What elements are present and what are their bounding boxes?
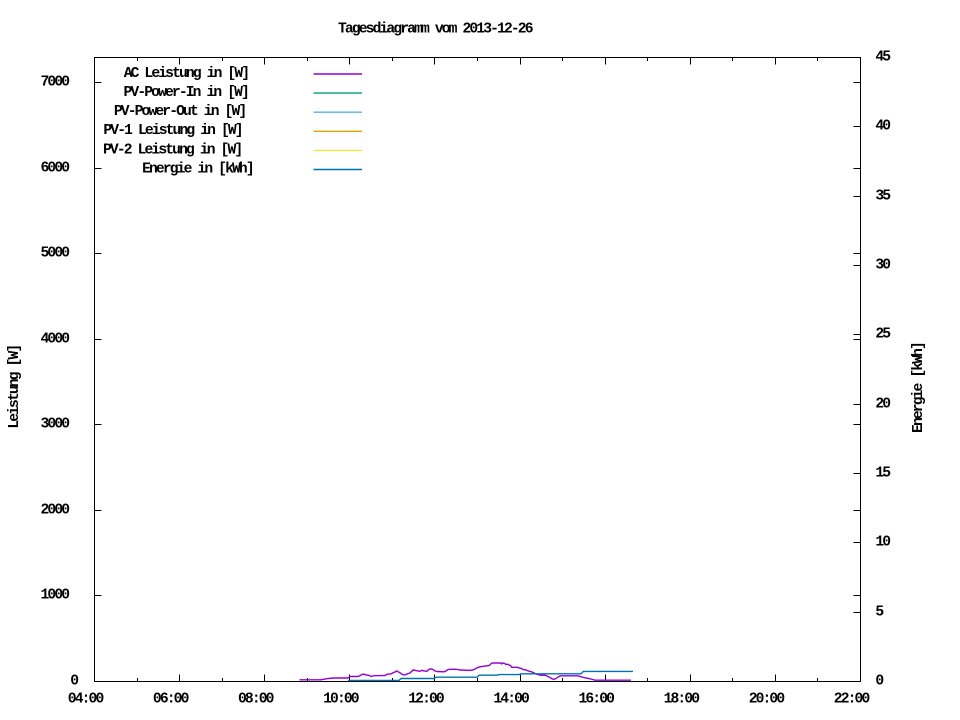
svg-text:0: 0 bbox=[875, 673, 883, 689]
svg-text:20: 20 bbox=[875, 396, 890, 412]
svg-text:PV-2 Leistung in [W]: PV-2 Leistung in [W] bbox=[103, 142, 241, 158]
svg-text:14:00: 14:00 bbox=[493, 692, 529, 708]
svg-text:04:00: 04:00 bbox=[68, 692, 104, 708]
svg-text:Tagesdiagramm vom 2013-12-26: Tagesdiagramm vom 2013-12-26 bbox=[338, 22, 533, 38]
svg-text:PV-1 Leistung in [W]: PV-1 Leistung in [W] bbox=[103, 123, 241, 139]
svg-text:Energie in [kWh]: Energie in [kWh] bbox=[142, 161, 253, 177]
svg-text:22:00: 22:00 bbox=[834, 692, 870, 708]
svg-text:40: 40 bbox=[875, 118, 890, 134]
svg-text:35: 35 bbox=[875, 188, 891, 204]
svg-text:Energie [kWh]: Energie [kWh] bbox=[911, 343, 927, 433]
svg-text:12:00: 12:00 bbox=[408, 692, 444, 708]
svg-text:1000: 1000 bbox=[41, 587, 70, 603]
svg-text:PV-Power-In in [W]: PV-Power-In in [W] bbox=[124, 85, 249, 101]
svg-text:20:00: 20:00 bbox=[749, 692, 785, 708]
svg-text:0: 0 bbox=[70, 673, 78, 689]
svg-text:PV-Power-Out in [W]: PV-Power-Out in [W] bbox=[114, 104, 245, 120]
svg-text:08:00: 08:00 bbox=[238, 692, 274, 708]
svg-text:7000: 7000 bbox=[41, 74, 70, 90]
svg-text:18:00: 18:00 bbox=[664, 692, 700, 708]
svg-text:06:00: 06:00 bbox=[153, 692, 189, 708]
svg-text:Leistung [W]: Leistung [W] bbox=[7, 346, 23, 429]
svg-text:3000: 3000 bbox=[41, 416, 70, 432]
svg-text:25: 25 bbox=[875, 326, 891, 342]
svg-text:16:00: 16:00 bbox=[578, 692, 614, 708]
svg-text:4000: 4000 bbox=[41, 331, 70, 347]
svg-text:5: 5 bbox=[875, 604, 884, 620]
svg-text:2000: 2000 bbox=[41, 502, 70, 518]
svg-text:30: 30 bbox=[875, 257, 890, 273]
svg-text:10:00: 10:00 bbox=[323, 692, 359, 708]
svg-text:45: 45 bbox=[875, 49, 891, 65]
svg-text:AC Leistung in [W]: AC Leistung in [W] bbox=[124, 66, 249, 82]
svg-text:15: 15 bbox=[875, 465, 891, 481]
svg-text:10: 10 bbox=[875, 534, 890, 550]
svg-text:6000: 6000 bbox=[41, 160, 70, 176]
svg-text:5000: 5000 bbox=[41, 245, 70, 261]
